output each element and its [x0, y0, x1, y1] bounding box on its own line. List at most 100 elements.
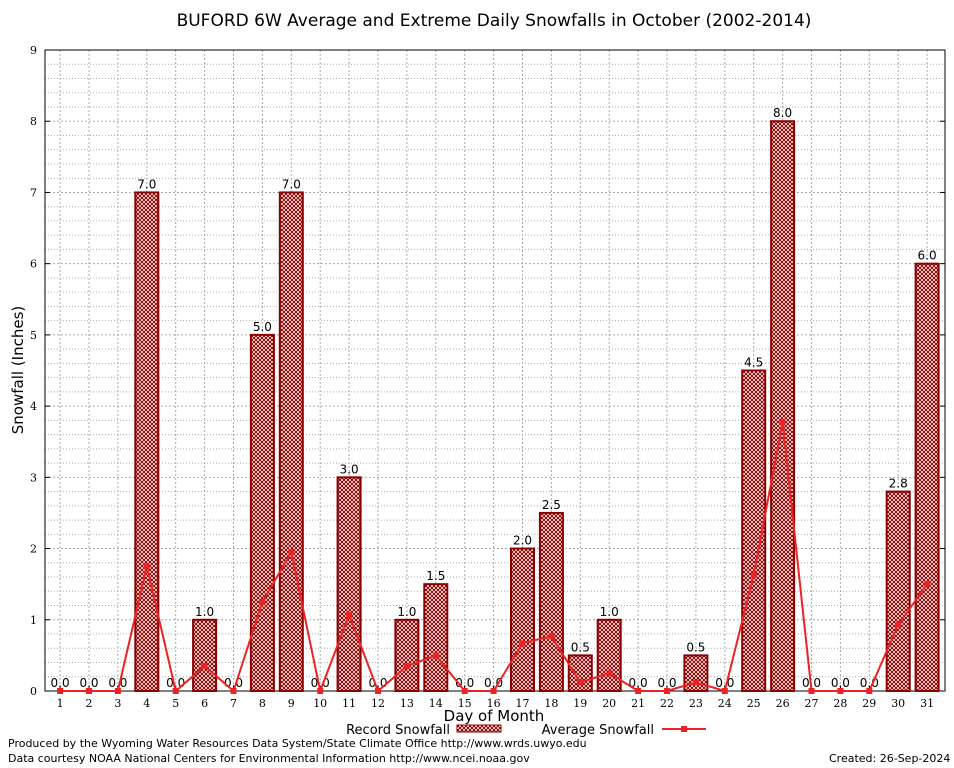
average-point [866, 688, 873, 694]
record-bar [192, 618, 218, 692]
x-tick-label: 3 [114, 697, 121, 710]
x-tick-label: 2 [86, 697, 93, 710]
legend-label-average: Average Snowfall [542, 723, 654, 738]
average-point [230, 688, 237, 694]
legend-label-record: Record Snowfall [346, 723, 450, 738]
record-bar [510, 547, 535, 692]
x-tick-label: 12 [371, 697, 385, 710]
record-bar [278, 191, 304, 692]
average-point [895, 621, 902, 628]
x-tick-label: 16 [487, 697, 501, 710]
bar-value-label: 7.0 [137, 177, 156, 191]
average-point [317, 688, 324, 694]
x-tick-label: 10 [313, 697, 327, 710]
y-tick-label: 3 [30, 471, 37, 484]
legend-swatch-record [456, 724, 502, 733]
record-bar [423, 583, 449, 693]
average-point [57, 688, 64, 694]
y-tick-label: 9 [30, 44, 37, 57]
x-axis-ticks: 1 2 3 4 5 6 7 8 9 10 11 12 13 14 15 16 17 18 19 20 21 22 23 24 2… [57, 686, 934, 710]
x-tick-label: 28 [833, 697, 847, 710]
bar-value-label: 5.0 [253, 320, 272, 334]
x-tick-label: 4 [143, 697, 150, 710]
average-point [86, 688, 92, 694]
bar-value-label: 0.0 [108, 676, 127, 690]
average-point [779, 419, 786, 426]
average-point [490, 688, 497, 694]
bar-value-label: 1.0 [600, 605, 619, 619]
average-point [808, 688, 815, 694]
x-tick-label: 9 [288, 697, 295, 710]
average-point [606, 670, 613, 677]
x-axis-label: Day of Month [444, 707, 545, 725]
average-point [924, 581, 931, 588]
y-tick-label: 4 [30, 400, 37, 413]
average-point [143, 563, 150, 570]
bar-value-label: 0.0 [368, 676, 387, 690]
plot-area-frame [44, 49, 946, 692]
average-point [432, 652, 439, 659]
y-axis-label: Snowfall (Inches) [9, 306, 27, 434]
average-point [201, 663, 208, 670]
y-tick-label: 0 [30, 685, 37, 698]
x-tick-label: 15 [458, 697, 472, 710]
bar-value-label: 7.0 [282, 177, 301, 191]
average-point [403, 663, 410, 670]
average-point [837, 688, 844, 694]
record-bar [567, 654, 593, 693]
bar-value-label: 0.0 [51, 676, 70, 690]
average-point [635, 688, 642, 694]
x-tick-label: 19 [573, 697, 587, 710]
record-snowfall-bars [134, 120, 940, 693]
average-point [692, 679, 699, 686]
y-axis-ticks: 0 1 2 3 4 5 6 7 8 9 [30, 44, 945, 698]
legend: Record Snowfall Average Snowfall [346, 723, 706, 738]
y-tick-label: 2 [30, 543, 37, 556]
average-point [664, 688, 670, 694]
record-bar [770, 120, 796, 692]
y-tick-label: 1 [30, 614, 37, 627]
average-point [346, 611, 353, 618]
bar-value-label: 0.5 [686, 640, 705, 654]
x-tick-label: 29 [862, 697, 876, 710]
bar-value-label: 2.8 [889, 477, 908, 491]
record-bar [336, 476, 362, 693]
x-tick-label: 23 [689, 697, 703, 710]
bar-value-label: 3.0 [340, 462, 359, 476]
y-tick-label: 7 [30, 186, 37, 199]
bar-value-label: 2.5 [542, 498, 561, 512]
chart-title: BUFORD 6W Average and Extreme Daily Snow… [177, 11, 812, 31]
x-tick-label: 14 [429, 697, 443, 710]
bar-value-label: 0.5 [571, 640, 590, 654]
x-tick-label: 11 [342, 697, 356, 710]
average-point [461, 688, 468, 694]
x-tick-label: 6 [201, 697, 208, 710]
x-tick-label: 22 [660, 697, 674, 710]
record-bar [741, 369, 767, 692]
x-tick-label: 25 [747, 697, 761, 710]
record-bar [683, 654, 709, 693]
average-point [750, 571, 757, 578]
average-point [288, 549, 295, 556]
record-bar [596, 618, 622, 692]
average-point [259, 598, 266, 605]
x-tick-label: 20 [602, 697, 616, 710]
record-bar [538, 511, 564, 693]
bar-value-label: 0.0 [629, 676, 648, 690]
average-point [375, 688, 381, 694]
bar-value-label: 0.0 [831, 676, 850, 690]
bar-value-label: 1.0 [397, 605, 416, 619]
x-tick-label: 31 [920, 697, 934, 710]
grid [45, 49, 945, 692]
record-bar [134, 191, 160, 692]
average-point [721, 688, 728, 694]
y-tick-label: 6 [30, 258, 37, 271]
y-tick-label: 5 [30, 329, 37, 342]
x-tick-label: 30 [891, 697, 905, 710]
x-tick-label: 24 [718, 697, 732, 710]
record-bar [394, 618, 420, 692]
record-bar [249, 333, 275, 692]
bar-value-label: 2.0 [513, 534, 532, 548]
x-tick-label: 21 [631, 697, 645, 710]
